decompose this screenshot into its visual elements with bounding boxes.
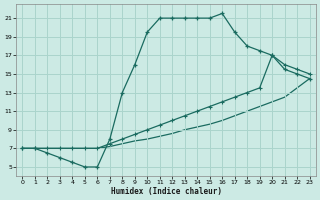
X-axis label: Humidex (Indice chaleur): Humidex (Indice chaleur) [110,187,221,196]
